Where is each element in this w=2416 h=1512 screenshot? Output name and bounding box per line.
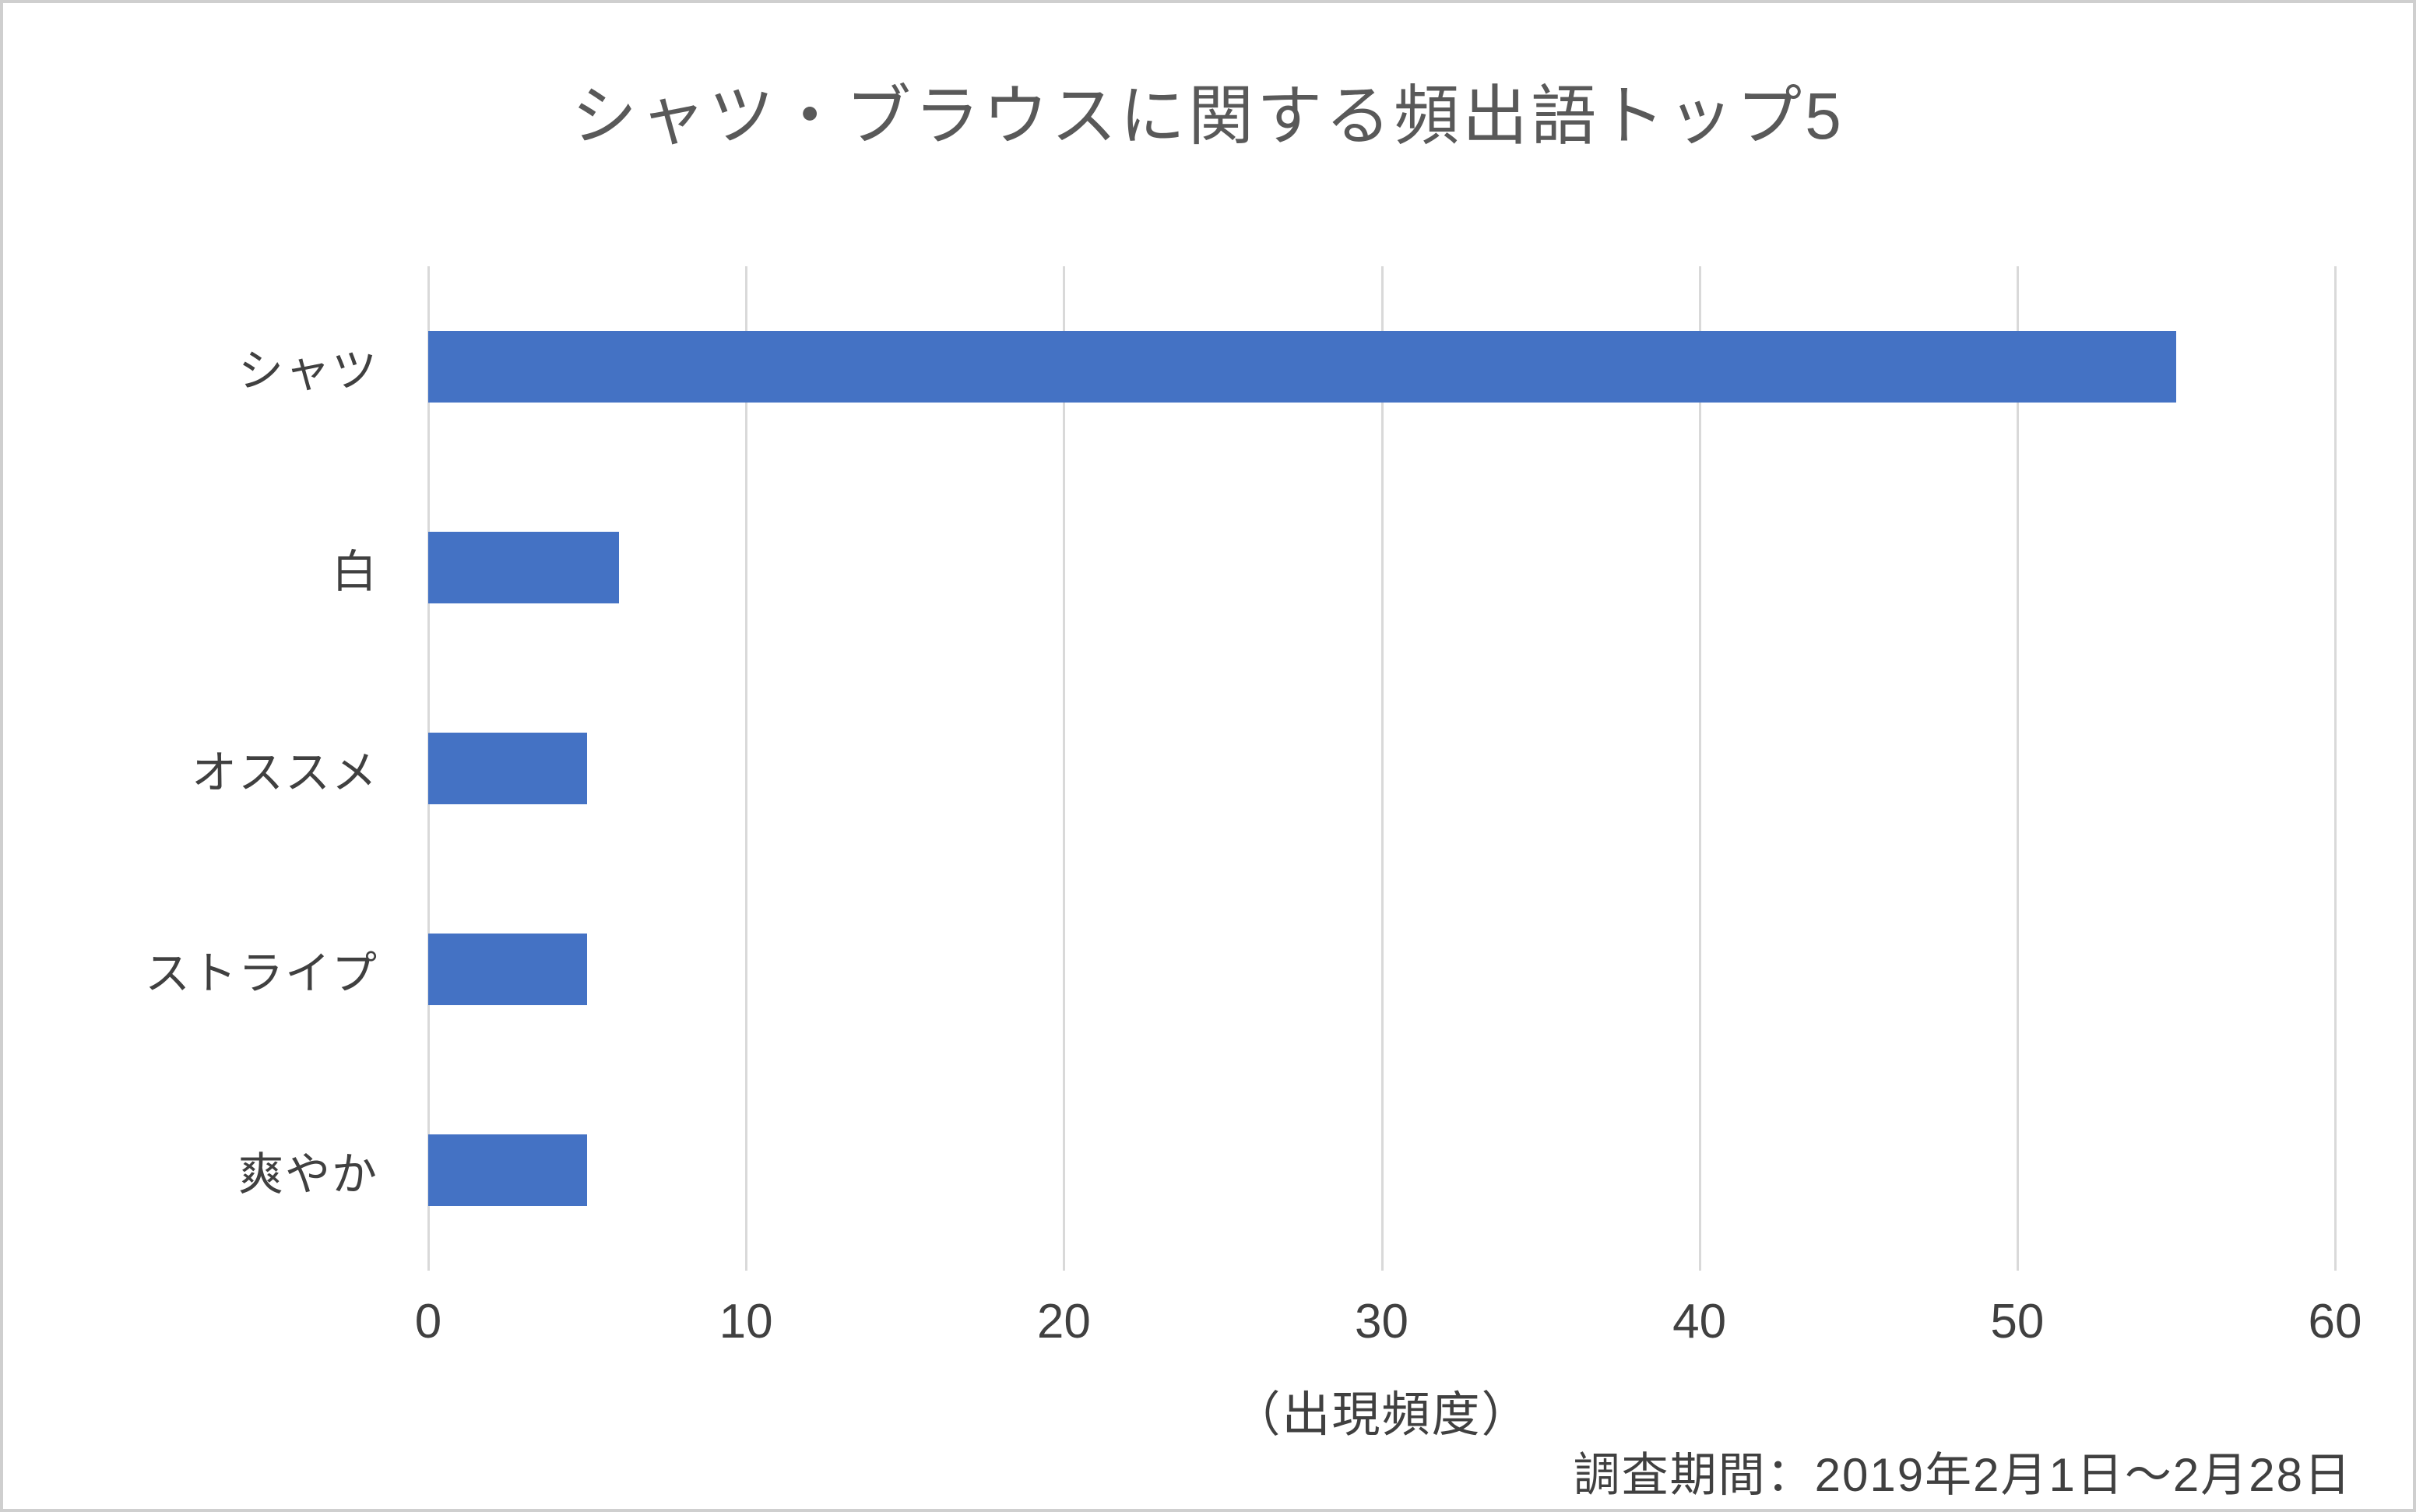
category-label: 爽やか: [237, 1149, 378, 1200]
x-tick-label: 40: [1672, 1295, 1727, 1348]
bar: [428, 934, 588, 1005]
bar-row: [428, 869, 2335, 1070]
x-tick-label: 60: [2308, 1295, 2362, 1348]
x-tick-label: 50: [1990, 1295, 2045, 1348]
category-label: シャツ: [237, 346, 378, 396]
bar: [428, 532, 619, 603]
plot-area: [427, 266, 2337, 1271]
chart-title: シャツ・ブラウスに関する頻出語トップ5: [571, 79, 1845, 153]
bar-row: [428, 668, 2335, 869]
gridline: [745, 266, 748, 1271]
gridline: [1380, 266, 1384, 1271]
bar-row: [428, 1070, 2335, 1271]
chart-body: シャツ白オススメストライプ爽やか: [3, 266, 2337, 1271]
x-axis-title: （出現頻度）: [1232, 1388, 1532, 1442]
gridline: [2334, 266, 2337, 1271]
bar: [428, 331, 2176, 403]
x-tick-label: 30: [1355, 1295, 1408, 1348]
bar-row: [428, 266, 2335, 467]
category-label: オススメ: [191, 747, 378, 798]
category-labels: シャツ白オススメストライプ爽やか: [3, 266, 428, 1271]
gridline: [2016, 266, 2019, 1271]
gridline: [1698, 266, 1701, 1271]
bar-rows: [428, 266, 2335, 1271]
category-label: 白: [331, 547, 378, 597]
x-axis-ticks: 0 10 20 30 40 50 60: [415, 1294, 2362, 1356]
x-tick-label: 20: [1036, 1295, 1091, 1348]
gridline: [1063, 266, 1066, 1271]
bar-row: [428, 467, 2335, 668]
x-tick-label: 10: [719, 1295, 773, 1348]
x-tick-label: 0: [414, 1295, 442, 1348]
bar: [428, 1134, 588, 1206]
category-label: ストライプ: [144, 948, 378, 999]
footnote: 調査期間：2019年2月1日～2月28日: [1573, 1449, 2352, 1501]
bar: [428, 733, 588, 804]
